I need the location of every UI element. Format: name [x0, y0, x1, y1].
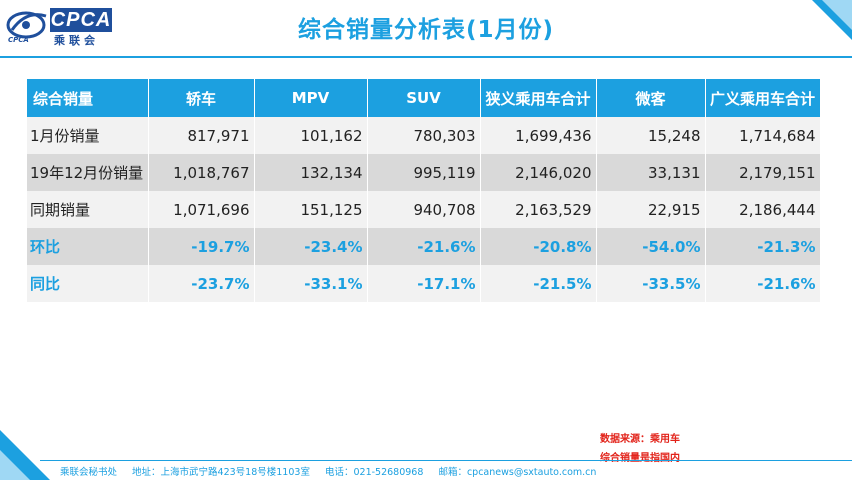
- table-row: 环比 -19.7% -23.4% -21.6% -20.8% -54.0% -2…: [27, 228, 821, 265]
- header-divider: [0, 56, 852, 58]
- row-label: 19年12月份销量: [27, 154, 149, 191]
- table-cell: -17.1%: [367, 265, 481, 302]
- table-cell: 101,162: [254, 117, 368, 154]
- header-cell: MPV: [254, 79, 368, 117]
- corner-decoration-top-right: [812, 0, 852, 40]
- header-cell: 狭义乘用车合计: [480, 79, 597, 117]
- sales-table: 综合销量 轿车 MPV SUV 狭义乘用车合计 微客 广义乘用车合计 1月份销量…: [27, 79, 821, 302]
- table-cell: 33,131: [596, 154, 706, 191]
- row-label: 同比: [27, 265, 149, 302]
- footer-phone: 电话：021-52680968: [324, 467, 424, 478]
- table-cell: 2,179,151: [705, 154, 821, 191]
- table-row: 1月份销量 817,971 101,162 780,303 1,699,436 …: [27, 117, 821, 154]
- footer-email: 邮箱：cpcanews@sxtauto.com.cn: [438, 467, 597, 478]
- table-cell: 1,071,696: [148, 191, 255, 228]
- footer-org: 乘联会秘书处: [60, 467, 118, 478]
- row-label: 同期销量: [27, 191, 149, 228]
- data-source-note: 数据来源：乘用车: [600, 434, 680, 445]
- table-cell: 151,125: [254, 191, 368, 228]
- table-cell: 780,303: [367, 117, 481, 154]
- table-cell: -21.6%: [705, 265, 821, 302]
- table-row: 同比 -23.7% -33.1% -17.1% -21.5% -33.5% -2…: [27, 265, 821, 302]
- definition-note: 综合销量是指国内: [600, 453, 680, 464]
- logo-sub-text: CPCA: [8, 36, 29, 44]
- logo-emblem-icon: [6, 11, 47, 39]
- table-header-row: 综合销量 轿车 MPV SUV 狭义乘用车合计 微客 广义乘用车合计: [27, 79, 821, 117]
- footer-address: 地址：上海市武宁路423号18号楼1103室: [132, 467, 310, 478]
- row-label: 1月份销量: [27, 117, 149, 154]
- table-cell: -21.5%: [480, 265, 597, 302]
- header-cell: 轿车: [148, 79, 255, 117]
- table-row: 19年12月份销量 1,018,767 132,134 995,119 2,14…: [27, 154, 821, 191]
- table-cell: 817,971: [148, 117, 255, 154]
- table-cell: 22,915: [596, 191, 706, 228]
- table-cell: 2,163,529: [480, 191, 597, 228]
- header-cell: SUV: [367, 79, 481, 117]
- table-cell: 940,708: [367, 191, 481, 228]
- row-label: 环比: [27, 228, 149, 265]
- header-cell: 综合销量: [27, 79, 149, 117]
- table-cell: -33.5%: [596, 265, 706, 302]
- table-cell: 1,699,436: [480, 117, 597, 154]
- table-cell: -19.7%: [148, 228, 255, 265]
- logo-cpca-text: CPCA: [50, 8, 112, 32]
- footer: 乘联会秘书处 地址：上海市武宁路423号18号楼1103室 电话：021-526…: [60, 464, 608, 478]
- table-cell: 1,714,684: [705, 117, 821, 154]
- table-cell: 2,186,444: [705, 191, 821, 228]
- table-cell: 1,018,767: [148, 154, 255, 191]
- header-cell: 广义乘用车合计: [705, 79, 821, 117]
- table-cell: -21.3%: [705, 228, 821, 265]
- table-cell: 15,248: [596, 117, 706, 154]
- table-cell: -20.8%: [480, 228, 597, 265]
- table-cell: 132,134: [254, 154, 368, 191]
- corner-decoration-bottom-left: [0, 430, 50, 480]
- table-cell: 995,119: [367, 154, 481, 191]
- logo-chinese-text: 乘联会: [54, 34, 99, 47]
- table-row: 同期销量 1,071,696 151,125 940,708 2,163,529…: [27, 191, 821, 228]
- table-cell: -21.6%: [367, 228, 481, 265]
- cpca-logo: CPCA 乘联会 CPCA: [6, 4, 118, 47]
- table-cell: 2,146,020: [480, 154, 597, 191]
- table-cell: -23.7%: [148, 265, 255, 302]
- footer-divider: [40, 460, 852, 461]
- header-cell: 微客: [596, 79, 706, 117]
- header: CPCA 乘联会 CPCA 综合销量分析表(1月份): [0, 0, 852, 52]
- page-title: 综合销量分析表(1月份): [297, 17, 555, 43]
- table-cell: -54.0%: [596, 228, 706, 265]
- table-cell: -23.4%: [254, 228, 368, 265]
- table-cell: -33.1%: [254, 265, 368, 302]
- note-fade-overlay: [690, 424, 800, 466]
